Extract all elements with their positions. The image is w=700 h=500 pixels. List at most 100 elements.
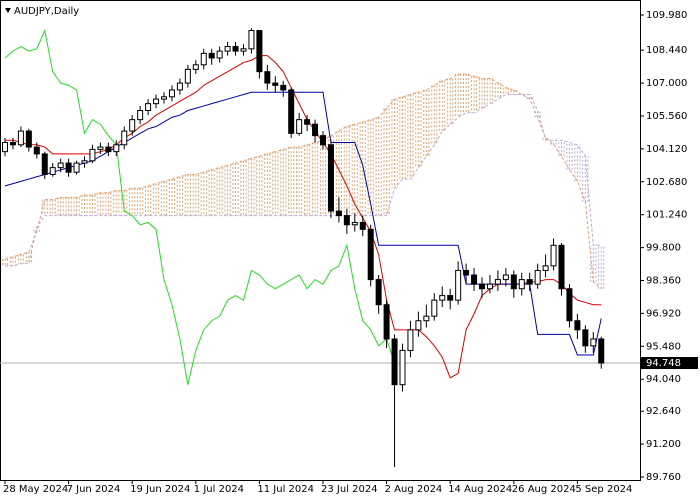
candle-body [57,162,64,169]
y-tick-label: 98.360 [646,276,681,287]
y-tick-label: 91.200 [646,439,681,450]
candle-body [256,30,263,73]
x-tick-label: 14 Aug 2024 [448,484,512,495]
candle-body [25,130,32,148]
candle-body [335,210,342,217]
last-price-box [641,357,698,370]
indicator-line [4,91,602,356]
candle-body [240,48,247,52]
y-tick-label: 96.920 [646,308,681,319]
candle-body [73,162,80,173]
candle-body [49,167,56,175]
candle-body [391,338,398,386]
candle-body [534,269,541,285]
y-tick-label: 102.680 [646,177,687,188]
candle-body [518,279,525,290]
candle-body [526,279,533,285]
candle-body [312,123,319,137]
candle-body [590,338,597,347]
candle-body [145,103,152,112]
candle-body [463,269,470,276]
candle-body [471,274,478,285]
candle-body [264,71,271,84]
candle-body [351,221,358,226]
candle-body [153,98,160,105]
candle-body [176,82,183,91]
candle-body [407,329,414,351]
x-tick-label: 2 Aug 2024 [385,484,443,495]
candle-body [510,274,517,290]
candle-body [486,283,493,290]
x-tick-label: 28 May 2024 [3,484,68,495]
candle-body [9,141,16,146]
x-tick-label: 1 Jul 2024 [194,484,244,495]
candle-body [399,349,406,386]
y-tick-label: 108.440 [646,45,687,56]
candle-body [479,283,485,290]
y-tick-label: 101.240 [646,210,687,221]
candle-body [423,315,430,322]
candle-body [137,110,144,121]
candle-body [415,320,422,331]
candle-body [550,244,557,267]
last-price-label: 94.748 [646,358,681,369]
cloud-span-a [4,73,602,290]
candle-body [566,288,573,322]
candle-body [383,304,390,340]
candle-body [232,46,239,52]
candle-body [296,119,303,134]
candle-body [216,50,223,59]
candle-body [288,89,295,134]
candle-body [161,96,167,100]
candle-body [447,295,454,301]
y-tick-label: 99.800 [646,243,681,254]
candle-body [33,146,40,155]
candle-body [343,215,350,226]
candle-body [320,135,326,146]
candle-body [367,228,374,281]
candle-body [359,221,366,230]
candle-body [304,119,311,125]
candle-body [129,119,136,132]
candle-body [17,130,24,146]
x-tick-label: 7 Jun 2024 [67,484,121,495]
plot-frame [0,0,641,481]
y-tick-label: 95.480 [646,341,681,352]
candle-body [248,30,255,50]
candle-body [97,146,104,150]
x-tick-label: 23 Jul 2024 [321,484,378,495]
candle-body [184,68,191,84]
candle-body [113,144,120,153]
candle-body [208,52,215,59]
candle-body [582,329,589,347]
x-tick-label: 26 Aug 2024 [512,484,576,495]
y-tick-label: 107.000 [646,78,687,89]
candle-body [439,295,446,301]
y-tick-label: 105.560 [646,111,687,122]
y-tick-label: 89.760 [646,472,681,483]
plot-area [0,28,640,467]
candle-body [574,320,581,331]
candle-body [280,84,287,91]
x-tick-label: 11 Jul 2024 [257,484,314,495]
y-tick-label: 94.040 [646,374,681,385]
candle-body [89,148,96,162]
y-tick-label: 92.640 [646,406,681,417]
axes: 109.980 108.440 107.000 105.560 104.120 102.6… [3,10,698,495]
menu-triangle [5,8,11,13]
candle-body [502,274,509,281]
indicator-line [4,28,396,385]
candle-body [455,269,462,301]
x-tick-label: 5 Sep 2024 [575,484,632,495]
y-tick-label: 104.120 [646,144,687,155]
chart-title: AUDJPY,Daily [14,6,79,17]
candle-body [598,338,605,364]
candle-body [168,89,175,98]
candle-body [327,144,334,212]
candle-body [431,299,438,317]
candle-body [41,153,48,175]
x-tick-label: 19 Jun 2024 [130,484,190,495]
candle-body [494,279,501,285]
candle-body [200,52,207,66]
